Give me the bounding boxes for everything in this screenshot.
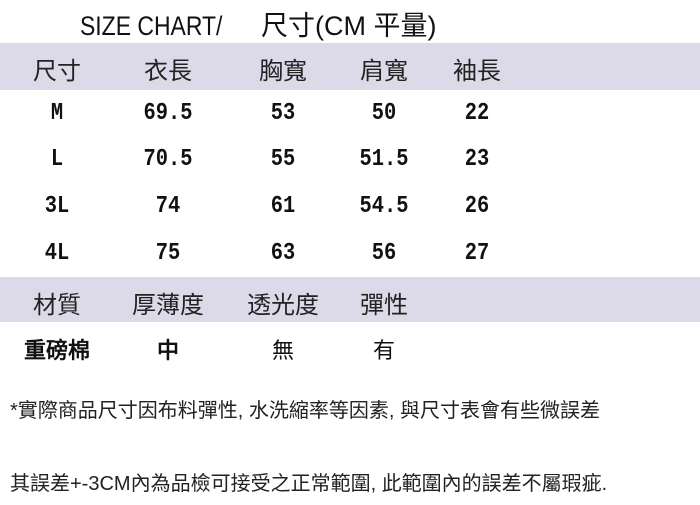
material-value: 重磅棉 — [23, 338, 91, 363]
measurement-cell: 26 — [464, 193, 490, 220]
title-en: SIZE CHART/ — [80, 11, 223, 41]
measurement-cell: 75 — [155, 240, 181, 267]
material-header: 厚薄度 — [132, 292, 204, 319]
measurement-cell: 50 — [371, 100, 397, 127]
material-header-band — [0, 277, 700, 322]
measurement-cell: 70.5 — [143, 146, 193, 173]
size-label: 4L — [44, 240, 70, 267]
column-header: 肩寬 — [360, 58, 408, 85]
column-header: 袖長 — [453, 58, 501, 85]
column-header: 胸寬 — [259, 58, 307, 85]
measurement-cell: 61 — [270, 193, 296, 220]
size-label: 3L — [44, 193, 70, 220]
measurement-cell: 56 — [371, 240, 397, 267]
column-header: 尺寸 — [33, 58, 81, 85]
material-header: 透光度 — [247, 292, 319, 319]
column-header: 衣長 — [144, 58, 192, 85]
note-line-1: *實際商品尺寸因布料彈性, 水洗縮率等因素, 與尺寸表會有些微誤差 — [10, 400, 601, 422]
note-line-2: 其誤差+-3CM內為品檢可接受之正常範圍, 此範圍內的誤差不屬瑕疵. — [10, 473, 608, 495]
material-header: 彈性 — [360, 292, 408, 319]
measurement-cell: 69.5 — [143, 100, 193, 127]
measurement-cell: 53 — [270, 100, 296, 127]
measurement-cell: 54.5 — [359, 193, 409, 220]
size-label: M — [50, 100, 64, 127]
measurement-cell: 55 — [270, 146, 296, 173]
measurement-cell: 23 — [464, 146, 490, 173]
measurement-cell: 74 — [155, 193, 181, 220]
material-value: 無 — [271, 338, 295, 363]
measurement-cell: 51.5 — [359, 146, 409, 173]
measurement-cell: 22 — [464, 100, 490, 127]
chart-title: SIZE CHART/ 尺寸(CM 平量) — [80, 4, 437, 43]
material-header: 材質 — [33, 292, 81, 319]
measurement-cell: 63 — [270, 240, 296, 267]
title-zh: 尺寸(CM 平量) — [261, 11, 437, 41]
material-value: 中 — [156, 338, 180, 363]
size-header-band — [0, 43, 700, 90]
measurement-cell: 27 — [464, 240, 490, 267]
material-value: 有 — [372, 338, 396, 363]
size-label: L — [50, 146, 64, 173]
